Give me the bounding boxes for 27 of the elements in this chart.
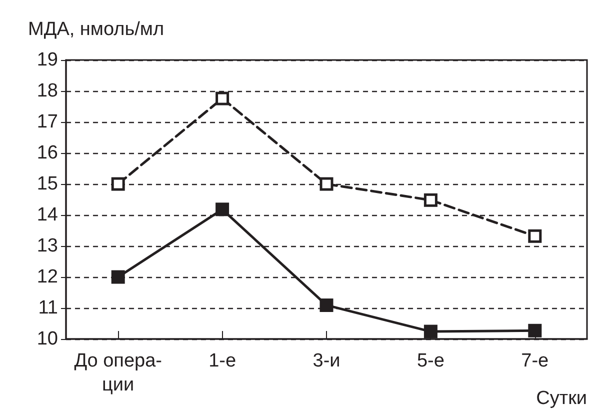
y-tick-label: 10 — [36, 328, 58, 350]
x-tick-label: До опера- ции — [74, 350, 162, 396]
point — [111, 270, 125, 284]
y-tick-label: 15 — [36, 174, 58, 194]
y-tick-label: 12 — [36, 266, 58, 288]
point — [320, 298, 334, 312]
y-tick-label: 17 — [36, 112, 58, 132]
point — [111, 177, 125, 191]
point — [424, 324, 438, 338]
point — [320, 177, 334, 191]
point — [216, 202, 230, 216]
y-axis-title: МДА, нмоль/мл — [28, 19, 164, 40]
y-tick-label: 11 — [38, 298, 58, 318]
y-tick-label: 19 — [36, 50, 58, 70]
x-tick-label: 3-и — [312, 350, 340, 372]
y-tick-label: 13 — [36, 236, 58, 256]
y-tick-label: 16 — [36, 142, 58, 164]
point — [528, 229, 542, 243]
point — [424, 193, 438, 207]
x-tick-label: 1-е — [208, 350, 236, 372]
point — [216, 92, 230, 106]
point — [528, 324, 542, 338]
y-tick-label: 14 — [36, 204, 58, 226]
x-tick-label: 5-е — [416, 350, 444, 372]
x-axis-title: Сутки — [536, 388, 587, 409]
y-tick-label: 18 — [36, 80, 58, 102]
x-tick-label: 7-е — [521, 350, 549, 372]
